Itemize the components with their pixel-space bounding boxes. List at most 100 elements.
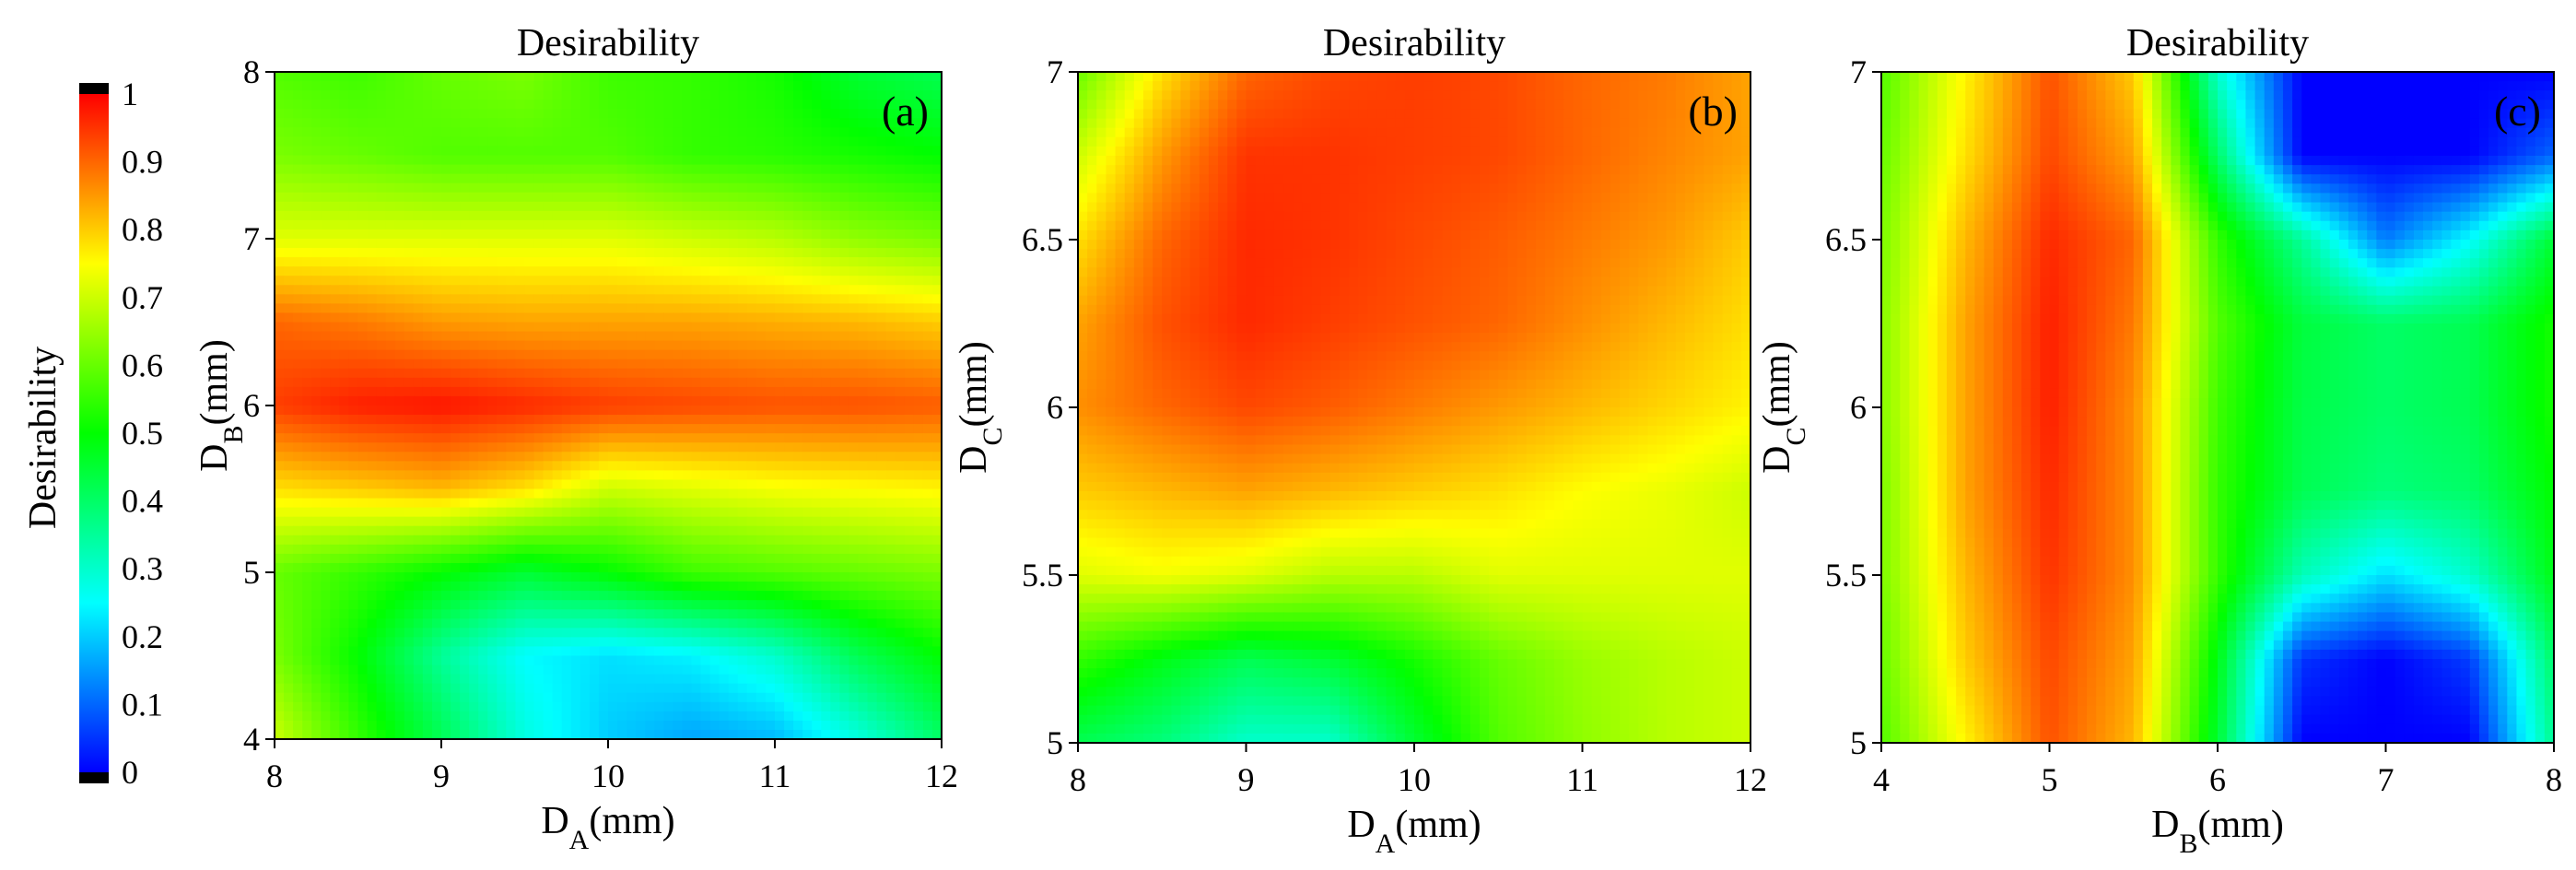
heat-cell (885, 498, 896, 509)
heat-cell (793, 340, 803, 351)
heat-cell (598, 90, 609, 100)
heat-cell (626, 591, 637, 601)
heat-cell (311, 359, 322, 370)
heat-cell (275, 479, 285, 490)
heat-cell (636, 591, 646, 601)
heat-cell (311, 701, 322, 712)
heat-cell (626, 266, 637, 276)
heat-cell (431, 692, 442, 703)
heat-cell (441, 229, 451, 240)
heat-cell (775, 155, 785, 166)
heat-cell (617, 424, 627, 434)
heat-cell (515, 276, 526, 286)
heat-cell (626, 100, 637, 110)
heat-cell (561, 146, 572, 157)
heat-cell (275, 544, 285, 555)
heat-cell (357, 219, 369, 230)
heat-cell (441, 127, 451, 137)
heat-cell (497, 192, 507, 203)
heat-cell (775, 210, 785, 221)
heat-cell (561, 100, 572, 110)
heat-cell (608, 470, 618, 481)
heat-cell (478, 572, 488, 582)
heat-cell (885, 109, 896, 119)
heat-cell (404, 192, 415, 203)
heat-cell (691, 683, 702, 694)
heat-cell (460, 266, 470, 276)
heat-cell (931, 359, 943, 370)
heat-cell (339, 415, 350, 425)
heat-cell (802, 395, 813, 406)
heat-cell (302, 646, 312, 657)
heat-cell (497, 182, 507, 194)
heat-cell (858, 155, 869, 166)
heat-cell (700, 618, 711, 629)
heat-cell (552, 312, 563, 323)
heat-cell (617, 359, 627, 370)
heat-cell (793, 201, 803, 212)
heat-cell (775, 488, 785, 500)
heat-cell (645, 415, 655, 425)
heat-cell (533, 90, 544, 100)
heat-cell (728, 146, 739, 157)
heat-cell (755, 701, 767, 712)
heat-cell (321, 173, 331, 184)
heat-cell (812, 229, 822, 240)
heat-cell (636, 201, 646, 212)
heat-cell (608, 591, 618, 601)
heat-cell (589, 239, 600, 249)
heat-cell (608, 628, 618, 638)
heat-cell (524, 628, 535, 638)
heat-cell (598, 582, 609, 592)
heat-cell (700, 182, 711, 194)
heat-cell (839, 229, 850, 240)
heat-cell (913, 219, 924, 230)
heat-cell (895, 498, 906, 509)
heat-cell (552, 395, 563, 406)
heat-cell (867, 544, 878, 555)
heat-cell (636, 219, 646, 230)
heat-cell (746, 479, 757, 490)
heat-cell (922, 164, 933, 175)
heat-cell (598, 544, 609, 555)
heat-cell (728, 406, 739, 416)
heat-cell (784, 470, 794, 481)
heat-cell (543, 442, 554, 453)
heat-cell (385, 219, 396, 230)
heat-cell (784, 452, 794, 462)
heat-cell (700, 127, 711, 137)
heat-cell (608, 600, 618, 610)
heat-cell (746, 470, 757, 481)
heat-cell (589, 664, 600, 676)
heat-cell (626, 127, 637, 137)
heat-cell (765, 692, 776, 703)
heat-cell (821, 674, 831, 685)
heat-cell (858, 276, 869, 286)
heat-cell (654, 424, 664, 434)
heat-cell (931, 155, 943, 166)
heat-cell (552, 600, 563, 610)
heat-cell (673, 127, 684, 137)
heat-cell (793, 239, 803, 249)
heat-cell (709, 72, 720, 82)
heat-cell (663, 229, 673, 240)
heat-cell (302, 572, 312, 582)
heat-cell (876, 100, 887, 110)
heat-cell (321, 535, 331, 546)
heat-cell (728, 582, 739, 592)
heat-cell (469, 239, 479, 249)
heat-cell (451, 488, 461, 500)
heat-cell (737, 415, 748, 425)
heat-cell (293, 100, 303, 110)
heat-cell (589, 377, 600, 388)
heat-cell (413, 479, 424, 490)
heat-cell (691, 582, 702, 592)
heat-cell (580, 674, 591, 685)
heat-cell (709, 442, 720, 453)
heat-cell (746, 683, 757, 694)
heat-cell (394, 507, 405, 518)
heat-cell (533, 164, 544, 175)
heat-cell (487, 637, 498, 648)
heat-cell (376, 507, 387, 518)
heat-cell (460, 100, 470, 110)
